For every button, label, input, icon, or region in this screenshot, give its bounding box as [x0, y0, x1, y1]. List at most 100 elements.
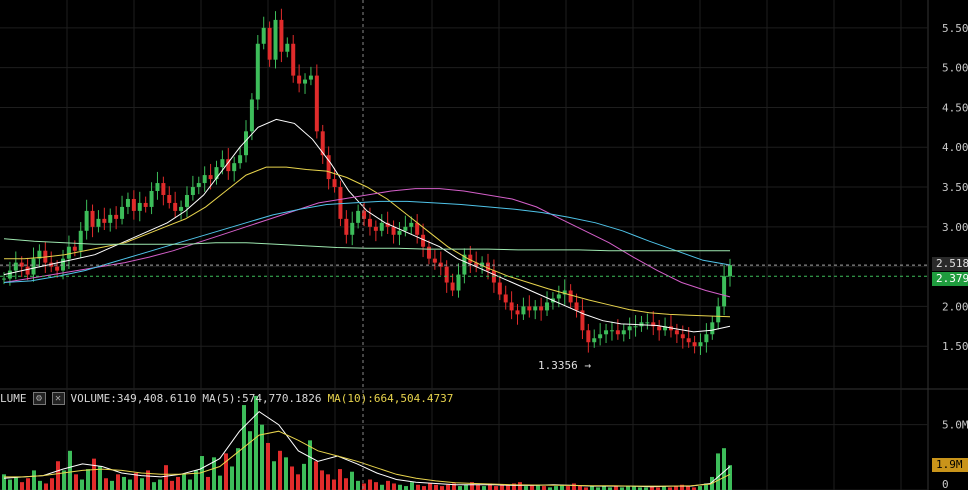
candle-body	[267, 27, 272, 60]
volume-bar	[14, 476, 18, 490]
volume-bar	[170, 480, 174, 490]
candle-body	[285, 43, 290, 52]
volume-bar	[584, 487, 588, 490]
volume-axis[interactable]: 5.0M 0	[942, 419, 968, 490]
candle-body	[78, 230, 83, 251]
volume-bar	[374, 482, 378, 490]
candle-body	[486, 262, 490, 271]
volume-ma-line	[4, 430, 731, 487]
volume-bar	[80, 479, 84, 490]
candle-body	[385, 222, 390, 227]
volume-bar	[656, 487, 660, 490]
volume-bar	[626, 486, 630, 490]
candle-body	[84, 210, 89, 231]
volume-bar	[368, 479, 372, 490]
candle-body	[421, 234, 426, 247]
candle-body	[515, 310, 520, 315]
candle-body	[190, 187, 195, 195]
volume-ma10: MA(10):664,504.4737	[327, 391, 454, 405]
candle-body	[279, 19, 284, 52]
candle-body	[291, 43, 296, 76]
volume-bar	[548, 487, 552, 490]
volume-bar	[434, 484, 438, 490]
volume-bar	[410, 482, 414, 490]
candle-body	[31, 258, 36, 275]
candle-body	[226, 159, 231, 172]
candle-body	[214, 167, 219, 180]
candle-body	[114, 214, 119, 219]
candle-body	[90, 210, 95, 227]
volume-bar	[614, 486, 618, 490]
close-icon[interactable]: ✕	[51, 391, 65, 405]
price-axis[interactable]: 5.5005.0004.5004.0003.5003.0002.5002.000…	[942, 22, 968, 353]
volume-bar	[536, 484, 540, 490]
green-price-tag: 2.379	[932, 272, 968, 286]
volume-bar	[620, 487, 624, 490]
candle-body	[462, 254, 467, 275]
candle-body	[598, 334, 603, 339]
price-tick-label: 2.000	[942, 300, 968, 313]
candle-body	[562, 290, 567, 295]
volume-bar	[152, 482, 156, 490]
volume-bar	[338, 469, 342, 490]
volume-bar	[272, 461, 276, 490]
volume-bar	[158, 479, 162, 490]
volume-bar	[56, 461, 60, 490]
candle-body	[161, 183, 166, 195]
candle-body	[438, 262, 443, 267]
volume-bar	[422, 486, 426, 490]
volume-bar	[260, 424, 264, 490]
candle-body	[710, 322, 715, 335]
candle-body	[474, 262, 479, 267]
volume-bar	[686, 486, 690, 490]
volume-ma-line	[3, 410, 731, 488]
volume-bar	[26, 478, 30, 490]
volume-bar	[704, 483, 708, 490]
candle-body	[432, 258, 437, 263]
candle-body	[586, 330, 591, 343]
candle-body	[13, 262, 18, 271]
moving-average-line	[3, 118, 731, 333]
volume-bar	[452, 483, 456, 490]
volume-bar	[728, 465, 732, 490]
candle-body	[308, 75, 313, 80]
candle-body	[344, 218, 349, 235]
candle-body	[391, 226, 396, 235]
candle-body	[397, 230, 402, 235]
candle-body	[350, 222, 355, 235]
candle-body	[297, 75, 302, 84]
volume-bar	[644, 487, 648, 490]
price-moving-averages	[3, 118, 731, 333]
gear-icon[interactable]: ⚙	[32, 391, 46, 405]
legend-prefix: LUME	[0, 391, 27, 405]
volume-bar	[134, 473, 138, 490]
volume-bar	[572, 483, 576, 490]
volume-bar	[680, 484, 684, 490]
volume-bar	[212, 457, 216, 490]
candle-body	[704, 334, 709, 343]
candle-body	[173, 202, 178, 211]
volume-bar	[596, 487, 600, 490]
volume-bar	[248, 431, 252, 490]
candle-body	[373, 226, 378, 231]
candle-body	[539, 306, 544, 311]
candle-body	[403, 226, 408, 231]
candle-body	[220, 159, 225, 168]
candle-body	[686, 338, 691, 343]
price-tick-label: 1.500	[942, 340, 968, 353]
candle-body	[468, 254, 473, 263]
candle-body	[244, 131, 248, 156]
volume-bar	[668, 487, 672, 490]
volume-bar	[344, 478, 348, 490]
volume-bar	[236, 448, 240, 490]
candle-body	[249, 99, 254, 132]
volume-bar	[638, 487, 642, 490]
volume-bar	[560, 484, 564, 490]
candle-body	[609, 330, 614, 332]
candle-body	[137, 202, 142, 211]
volume-bar	[482, 486, 486, 490]
volume-bar	[698, 486, 702, 490]
price-tick-label: 3.500	[942, 181, 968, 194]
